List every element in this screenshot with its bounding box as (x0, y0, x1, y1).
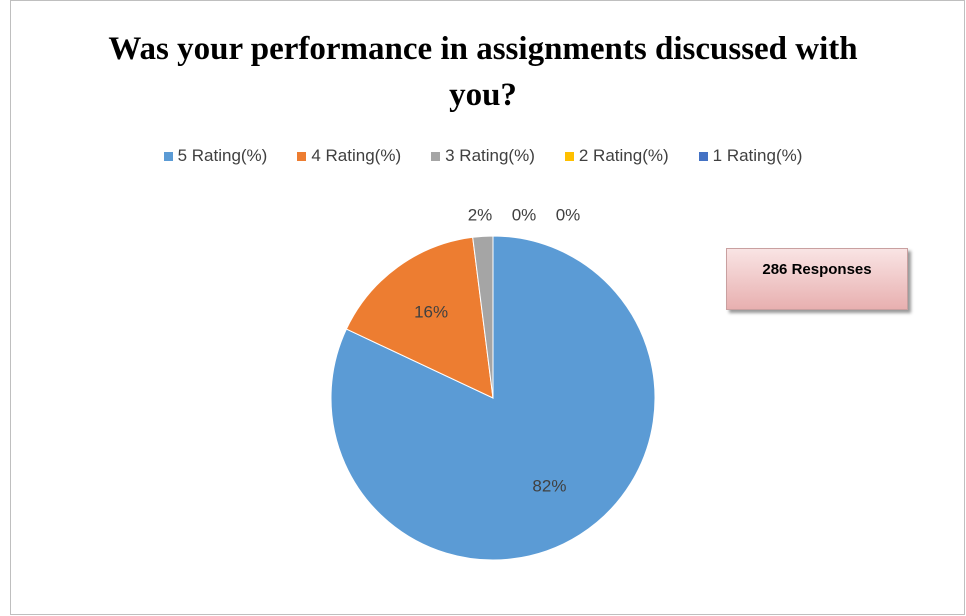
legend-item: 4 Rating(%) (297, 146, 401, 166)
chart-title: Was your performance in assignments disc… (108, 31, 858, 113)
data-label: 82% (532, 476, 566, 495)
legend-label: 5 Rating(%) (177, 146, 268, 165)
data-label: 0% (512, 205, 537, 224)
legend-label: 2 Rating(%) (578, 146, 669, 165)
legend-label: 3 Rating(%) (445, 146, 535, 165)
pie-slice (472, 235, 494, 399)
annotation: 286 Responses (726, 248, 908, 310)
data-label: 0% (556, 205, 581, 224)
legend-item: 2 Rating(%) (564, 146, 669, 166)
legend: 5 Rating(%) 4 Rating(%) 3 Rating(%) 2 Ratin… (0, 146, 966, 166)
pie-slice (345, 236, 494, 399)
legend-item: 1 Rating(%) (698, 146, 803, 166)
chart-frame (10, 0, 965, 615)
legend-swatch (564, 151, 574, 161)
legend-item: 5 Rating(%) (163, 146, 268, 166)
legend-label: 1 Rating(%) (712, 146, 803, 165)
legend-swatch (297, 151, 307, 161)
legend-swatch (431, 151, 441, 161)
data-label: 2% (468, 205, 493, 224)
legend-item: 3 Rating(%) (431, 146, 535, 166)
legend-swatch (698, 151, 708, 161)
legend-label: 4 Rating(%) (311, 146, 402, 165)
data-label: 16% (414, 302, 448, 321)
legend-swatch (163, 151, 173, 161)
